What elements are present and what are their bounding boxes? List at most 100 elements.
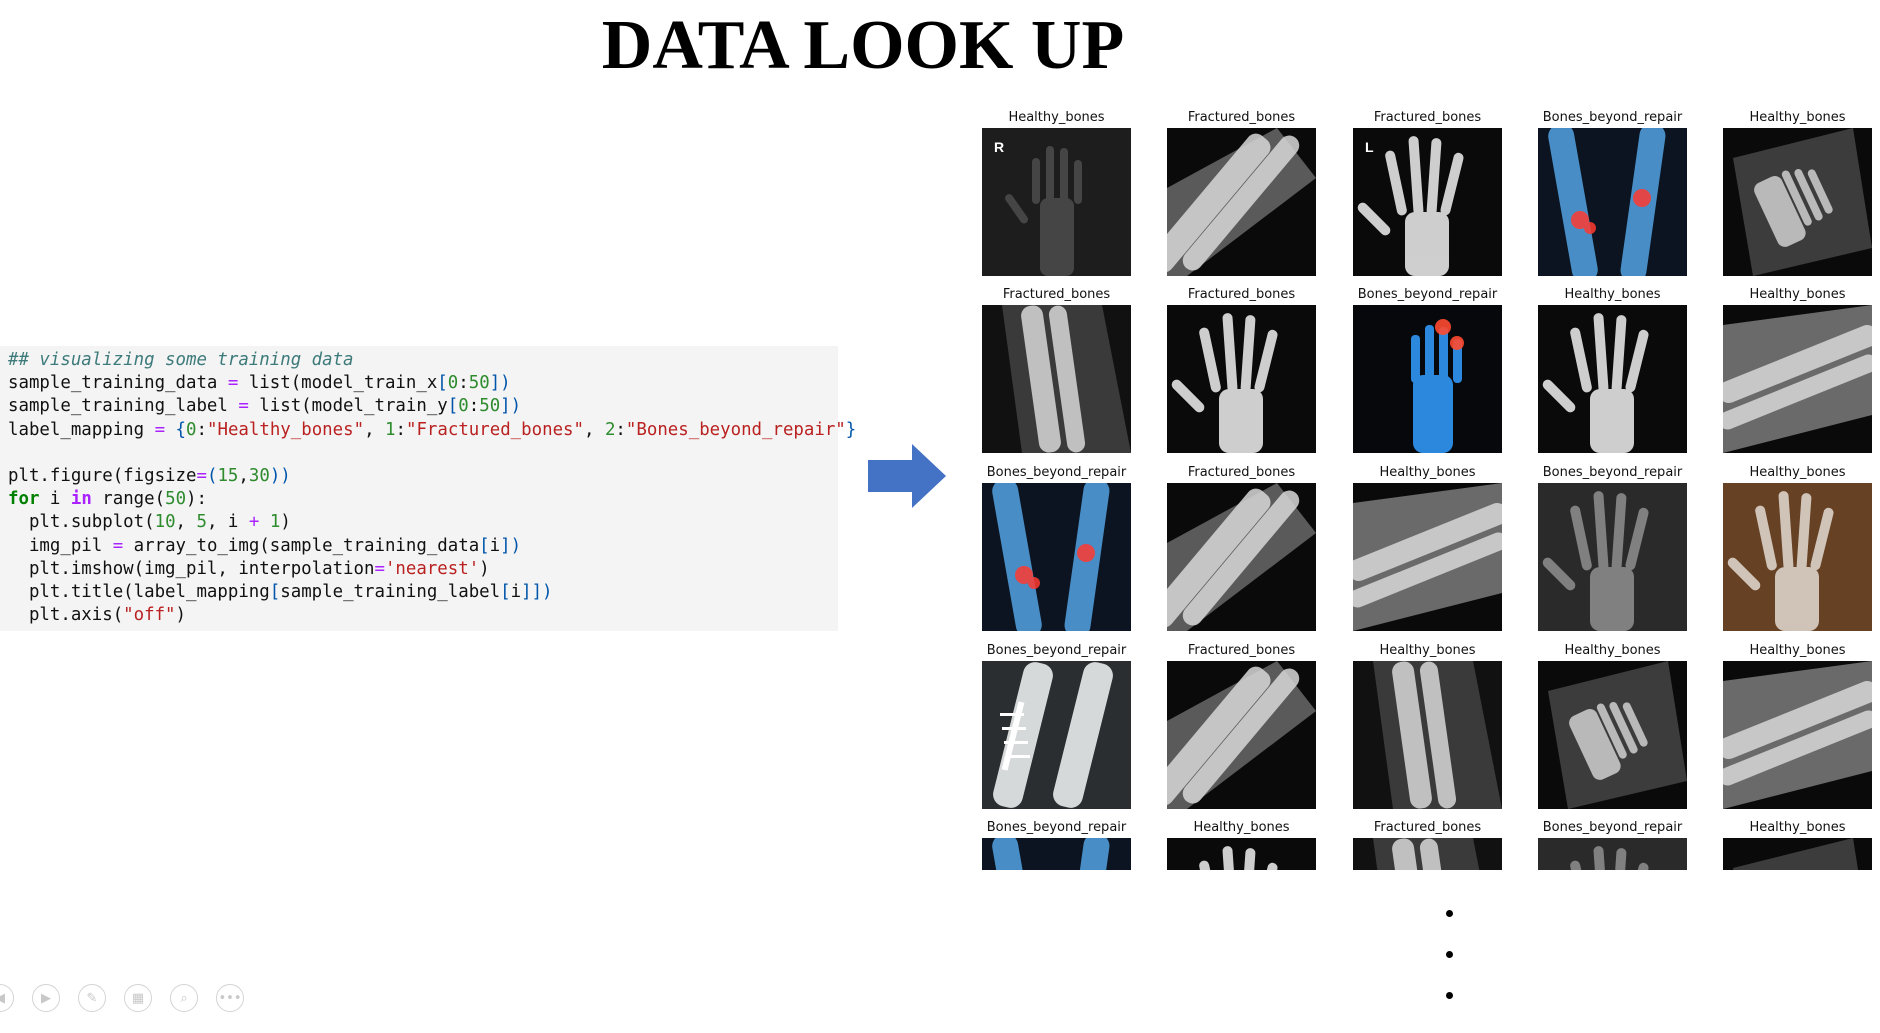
next-slide-icon[interactable]: ▶ bbox=[32, 984, 60, 1012]
code-line: img_pil = array_to_img(sample_training_d… bbox=[8, 535, 838, 558]
xray-drawing bbox=[1723, 661, 1872, 809]
code-token: 15 bbox=[217, 465, 239, 486]
code-token: { bbox=[165, 419, 187, 440]
xray-drawing bbox=[1538, 128, 1687, 276]
code-token: ) bbox=[479, 558, 490, 579]
code-token: 30 bbox=[248, 465, 270, 486]
xray-drawing bbox=[982, 838, 1131, 870]
xray-image bbox=[1353, 483, 1502, 631]
code-token: 0 bbox=[186, 419, 197, 440]
image-title: Healthy_bones bbox=[1379, 643, 1476, 658]
xray-image bbox=[982, 838, 1131, 870]
code-token: list(model_train_y bbox=[248, 396, 448, 417]
code-token: for bbox=[8, 489, 40, 510]
image-title: Bones_beyond_repair bbox=[1542, 110, 1683, 125]
xray-drawing bbox=[1538, 661, 1687, 809]
code-line: plt.axis("off") bbox=[8, 604, 838, 627]
code-token: [ bbox=[500, 581, 511, 602]
code-token: 50 bbox=[468, 373, 490, 394]
code-token: 1 bbox=[269, 512, 281, 533]
code-token: ]) bbox=[500, 396, 522, 417]
xray-drawing bbox=[1167, 483, 1316, 631]
code-line: plt.figure(figsize=(15,30)) bbox=[8, 465, 838, 488]
image-title: Fractured_bones bbox=[1373, 820, 1482, 835]
image-title: Healthy_bones bbox=[1749, 465, 1846, 480]
image-title: Healthy_bones bbox=[1749, 110, 1846, 125]
xray-drawing bbox=[1167, 305, 1316, 453]
xray-image bbox=[1538, 128, 1687, 276]
code-token: 0 bbox=[458, 396, 469, 417]
ellipsis-dot bbox=[1446, 992, 1453, 999]
code-token: plt.axis( bbox=[8, 605, 124, 626]
xray-drawing bbox=[982, 661, 1131, 809]
code-token: = bbox=[227, 373, 239, 394]
code-token: sample_training_data bbox=[8, 373, 228, 394]
previous-slide-icon[interactable]: ◀ bbox=[0, 984, 14, 1012]
xray-image bbox=[1538, 661, 1687, 809]
xray-image bbox=[1723, 838, 1872, 870]
xray-image bbox=[982, 661, 1131, 809]
image-title: Fractured_bones bbox=[1187, 287, 1296, 302]
vertical-ellipsis-icon bbox=[1446, 910, 1453, 1033]
more-options-icon[interactable]: ••• bbox=[216, 984, 244, 1012]
xray-drawing bbox=[982, 305, 1131, 453]
code-token: , i bbox=[206, 512, 249, 533]
xray-drawing bbox=[1723, 128, 1872, 276]
xray-drawing bbox=[1167, 661, 1316, 809]
image-title: Fractured_bones bbox=[1187, 643, 1296, 658]
code-token: )) bbox=[269, 465, 291, 486]
code-line: plt.title(label_mapping[sample_training_… bbox=[8, 581, 838, 604]
image-title: Healthy_bones bbox=[1564, 287, 1661, 302]
code-token: 0 bbox=[447, 373, 459, 394]
code-token: = bbox=[196, 465, 207, 486]
code-cell: ## visualizing some training data sample_… bbox=[0, 346, 856, 631]
image-title: Bones_beyond_repair bbox=[1542, 465, 1683, 480]
code-token: + bbox=[248, 512, 260, 533]
code-line: label_mapping = {0:"Healthy_bones", 1:"F… bbox=[8, 419, 856, 442]
code-token: : bbox=[468, 396, 480, 417]
xray-image bbox=[1353, 305, 1502, 453]
pen-icon[interactable]: ✎ bbox=[78, 984, 106, 1012]
code-token: = bbox=[238, 396, 249, 417]
code-token: "Bones_beyond_repair" bbox=[625, 419, 846, 440]
slide-title: DATA LOOK UP bbox=[601, 7, 1125, 84]
code-token: ]) bbox=[500, 535, 522, 556]
code-token: ( bbox=[206, 465, 218, 486]
code-token: ): bbox=[186, 489, 207, 510]
code-token: plt.figure(figsize bbox=[8, 465, 197, 486]
zoom-icon[interactable]: ⌕ bbox=[170, 984, 198, 1012]
image-title: Bones_beyond_repair bbox=[986, 465, 1127, 480]
image-title: Bones_beyond_repair bbox=[986, 820, 1127, 835]
xray-image bbox=[1723, 483, 1872, 631]
code-token: 50 bbox=[479, 396, 501, 417]
xray-drawing bbox=[1538, 838, 1687, 870]
code-line: for i in range(50): bbox=[8, 488, 838, 511]
xray-drawing bbox=[1353, 838, 1502, 870]
code-token: 10 bbox=[154, 512, 176, 533]
code-token: img_pil bbox=[8, 535, 113, 556]
code-token: ## visualizing some training data bbox=[8, 350, 354, 370]
code-token: , bbox=[364, 419, 386, 440]
xray-image bbox=[1353, 838, 1502, 870]
ellipsis-dot bbox=[1446, 910, 1453, 917]
code-token: sample_training_label bbox=[280, 581, 501, 602]
code-token: , bbox=[175, 512, 197, 533]
code-token: , bbox=[238, 465, 249, 486]
code-token: i bbox=[510, 581, 522, 602]
image-title: Bones_beyond_repair bbox=[1357, 287, 1498, 302]
xray-drawing bbox=[1353, 483, 1502, 631]
code-token: 5 bbox=[196, 512, 207, 533]
code-token: label_mapping bbox=[8, 419, 155, 440]
code-line bbox=[8, 442, 838, 465]
code-token: : bbox=[395, 419, 406, 440]
code-token: ]]) bbox=[521, 581, 553, 602]
svg-text:R: R bbox=[994, 139, 1004, 155]
xray-image bbox=[1167, 661, 1316, 809]
image-title: Fractured_bones bbox=[1002, 287, 1111, 302]
xray-image bbox=[1723, 305, 1872, 453]
slides-grid-icon[interactable]: ▦ bbox=[124, 984, 152, 1012]
xray-drawing bbox=[1723, 305, 1872, 453]
xray-drawing bbox=[1538, 483, 1687, 631]
xray-drawing: R bbox=[982, 128, 1131, 276]
code-token: ) bbox=[175, 605, 187, 626]
